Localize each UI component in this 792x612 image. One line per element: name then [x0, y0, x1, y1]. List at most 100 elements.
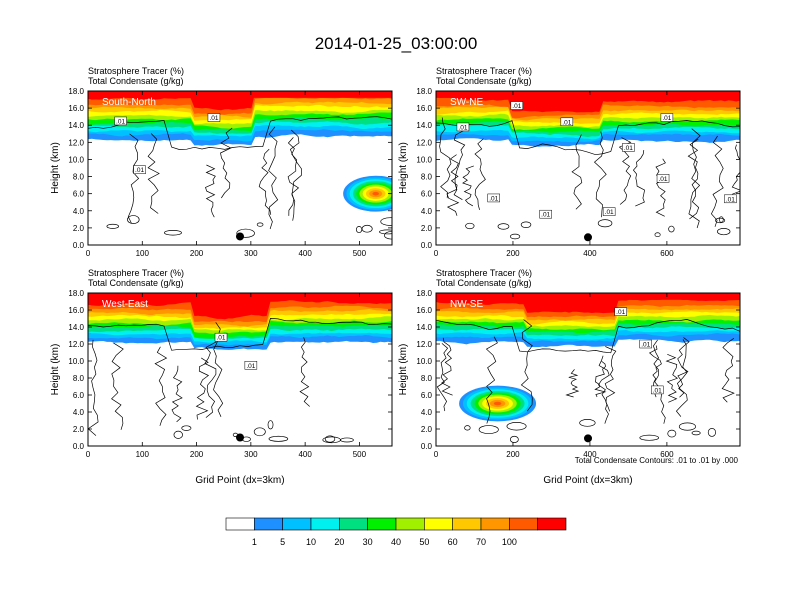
panel-south-north: Stratosphere Tracer (%)Total Condensate …: [50, 66, 393, 258]
contour-label-box: [487, 193, 500, 203]
colorbar-label: 5: [280, 537, 285, 547]
tracer-blob-level: [493, 401, 502, 406]
contour-label-box: [656, 174, 670, 183]
condensate-contour: [324, 435, 336, 443]
contour-label: .01: [562, 119, 571, 126]
condensate-contour: [220, 127, 233, 199]
x-tick-label: 300: [244, 249, 258, 258]
tracer-band: [88, 91, 392, 98]
y-tick-label: 4.0: [73, 207, 85, 216]
contour-label-box: [602, 207, 616, 216]
panel-nw-se: Stratosphere Tracer (%)Total Condensate …: [398, 268, 741, 486]
contour-label-box: [660, 113, 674, 122]
contour-label: .01: [624, 145, 633, 152]
condensate-contour: [509, 435, 519, 443]
condensate-contour: [654, 232, 661, 238]
colorbar-label: 50: [419, 537, 429, 547]
x-tick-label: 200: [506, 249, 520, 258]
x-tick-label: 100: [136, 249, 150, 258]
condensate-contour: [436, 319, 740, 354]
contour-label-box: [133, 165, 146, 174]
tracer-band: [88, 293, 392, 300]
x-tick-label: 100: [136, 450, 150, 459]
condensate-contour: [707, 427, 717, 437]
condensate-contour: [691, 430, 701, 436]
x-tick-label: 0: [434, 450, 439, 459]
contour-label: .01: [489, 195, 498, 202]
panel-header-line: Stratosphere Tracer (%): [436, 66, 532, 76]
condensate-contour: [597, 355, 610, 424]
condensate-contour: [106, 223, 119, 229]
colorbar-swatch: [395, 517, 425, 531]
condensate-contour: [361, 224, 373, 233]
y-tick-label: 0.0: [421, 442, 433, 451]
y-tick-label: 12.0: [68, 138, 84, 147]
condensate-contour: [181, 425, 192, 431]
condensate-contour: [340, 437, 354, 443]
y-tick-label: 12.0: [416, 340, 432, 349]
x-axis-label: Grid Point (dx=3km): [543, 475, 632, 486]
condensate-contour: [618, 137, 632, 205]
y-tick-label: 18.0: [68, 289, 84, 298]
contour-label: .01: [209, 115, 218, 122]
colorbar-label: 10: [306, 537, 316, 547]
y-tick-label: 18.0: [416, 87, 432, 96]
condensate-contour: [485, 336, 498, 424]
condensate-contour: [717, 228, 731, 236]
condensate-contour: [520, 221, 532, 228]
condensate-contour: [597, 219, 613, 228]
contour-label: .01: [458, 124, 467, 131]
condensate-contour: [268, 126, 279, 230]
panel-label: South-North: [102, 97, 156, 108]
contour-label: .01: [662, 115, 671, 122]
condensate-contour: [509, 233, 521, 240]
tracer-blob-level: [372, 191, 379, 196]
x-tick-label: 0: [434, 249, 439, 258]
colorbar-swatch: [424, 517, 453, 531]
y-tick-label: 4.0: [73, 408, 85, 417]
panel-header-line: Total Condensate (g/kg): [436, 76, 532, 86]
panel-header-line: Total Condensate (g/kg): [88, 76, 184, 86]
contour-label-box: [622, 143, 635, 152]
condensate-contour: [253, 427, 266, 437]
condensate-contour: [441, 337, 453, 396]
y-tick-label: 10.0: [68, 357, 84, 366]
condensate-contour: [205, 164, 216, 218]
x-tick-label: 600: [660, 450, 674, 459]
x-axis-label: Grid Point (dx=3km): [195, 475, 284, 486]
condensate-contour: [287, 137, 300, 216]
condensate-contour: [478, 425, 499, 434]
y-tick-label: 6.0: [73, 190, 85, 199]
contour-label-box: [639, 339, 652, 349]
condensate-contour: [677, 337, 690, 398]
contour-label: .01: [512, 103, 521, 110]
contour-label-box: [456, 122, 470, 132]
location-marker: [584, 233, 592, 242]
figure-title: 2014-01-25_03:00:00: [315, 34, 478, 53]
y-tick-label: 6.0: [73, 391, 85, 400]
y-tick-label: 8.0: [421, 374, 433, 383]
y-tick-label: 2.0: [421, 425, 433, 434]
colorbar-swatch: [225, 517, 255, 531]
colorbar-swatch: [537, 517, 567, 531]
condensate-contour: [379, 229, 392, 235]
tracer-field: [88, 91, 392, 240]
contour-label: .01: [246, 363, 255, 370]
colorbar-label: 40: [391, 537, 401, 547]
condensate-contour: [88, 116, 392, 150]
contour-label: .01: [541, 212, 550, 219]
colorbar-label: 100: [502, 537, 517, 547]
y-tick-label: 14.0: [416, 121, 432, 130]
contour-label-box: [724, 194, 737, 204]
colorbar-label: 60: [448, 537, 458, 547]
condensate-contour: [718, 216, 724, 223]
contour-label-box: [651, 385, 664, 395]
condensate-contour: [721, 338, 735, 403]
x-tick-label: 400: [298, 450, 312, 459]
plot-frame: [435, 90, 741, 246]
condensate-contour: [665, 353, 679, 403]
contour-label: .01: [135, 167, 144, 174]
contour-label: .01: [116, 118, 125, 125]
contour-label: .01: [653, 387, 662, 394]
condensate-contour: [465, 222, 475, 230]
